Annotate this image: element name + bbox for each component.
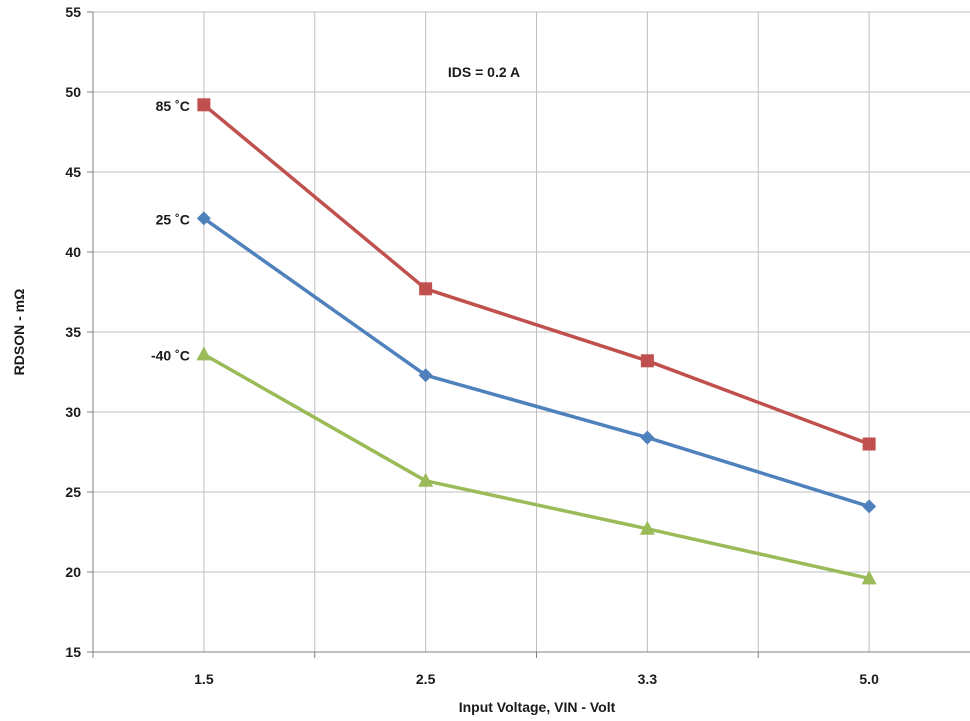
series-group [196, 98, 877, 585]
series-labels: 85 ˚C 25 ˚C -40 ˚C [151, 98, 190, 364]
y-tick-label: 35 [65, 324, 81, 340]
data-point-triangle [639, 520, 655, 535]
series-label: 25 ˚C [156, 211, 190, 227]
data-point-square [640, 354, 654, 368]
series-label: -40 ˚C [151, 347, 190, 363]
data-point-diamond [418, 368, 433, 383]
x-tick-label: 1.5 [194, 671, 214, 687]
data-point-triangle [861, 570, 877, 585]
y-tick-label: 40 [65, 244, 81, 260]
x-tick-label: 2.5 [416, 671, 436, 687]
data-point-diamond [196, 211, 211, 226]
x-tick-label: 3.3 [638, 671, 658, 687]
x-axis-title: Input Voltage, VIN - Volt [459, 699, 616, 715]
y-tick-label: 45 [65, 164, 81, 180]
series-line [202, 216, 870, 509]
axes [87, 11, 970, 658]
y-tick-labels: 15 20 25 30 35 40 45 50 55 [65, 4, 81, 660]
data-point-square [197, 98, 211, 112]
grid [93, 11, 970, 653]
y-tick-label: 15 [65, 644, 81, 660]
series-line [203, 352, 870, 581]
y-axis-title: RDSON - mΩ [11, 289, 27, 376]
data-point-triangle [196, 346, 212, 361]
y-tick-label: 25 [65, 484, 81, 500]
data-point-triangle [418, 472, 434, 487]
data-point-square [862, 437, 876, 451]
data-point-diamond [640, 430, 655, 445]
x-tick-labels: 1.5 2.5 3.3 5.0 [194, 671, 879, 687]
series-label: 85 ˚C [156, 98, 190, 114]
data-point-diamond [862, 499, 877, 514]
y-tick-label: 50 [65, 84, 81, 100]
y-tick-label: 55 [65, 4, 81, 20]
y-tick-label: 20 [65, 564, 81, 580]
annotation-ids: IDS = 0.2 A [448, 64, 520, 80]
y-tick-label: 30 [65, 404, 81, 420]
data-point-square [419, 282, 433, 296]
series-line [202, 103, 870, 446]
x-tick-label: 5.0 [859, 671, 879, 687]
